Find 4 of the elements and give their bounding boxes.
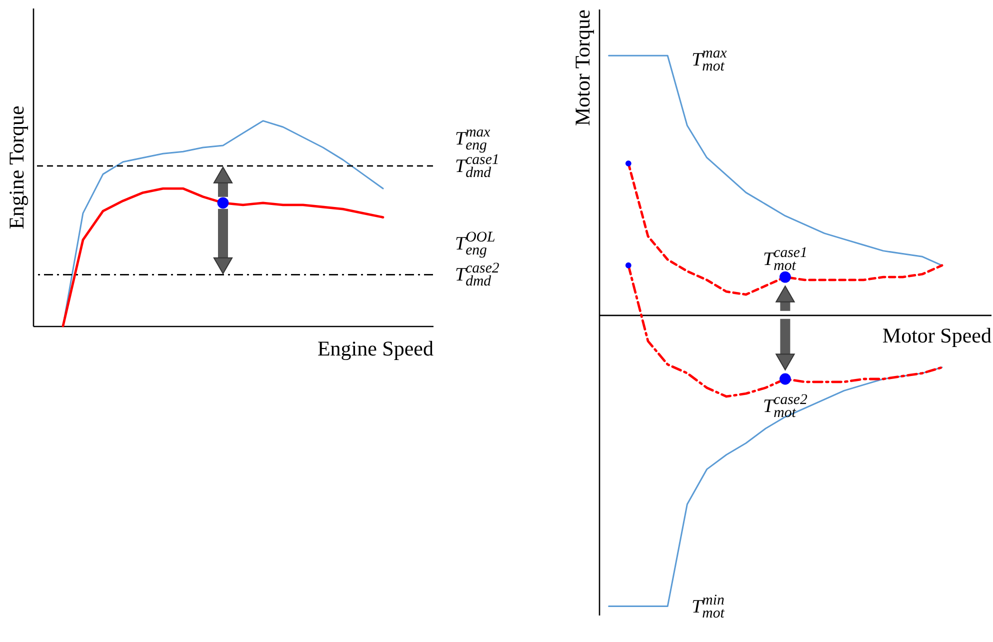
y-axis-title: Motor Torque — [570, 10, 594, 126]
x-axis-title: Engine Speed — [317, 336, 434, 360]
y-axis-title: Engine Torque — [4, 106, 28, 230]
x-axis-title: Motor Speed — [882, 323, 992, 348]
